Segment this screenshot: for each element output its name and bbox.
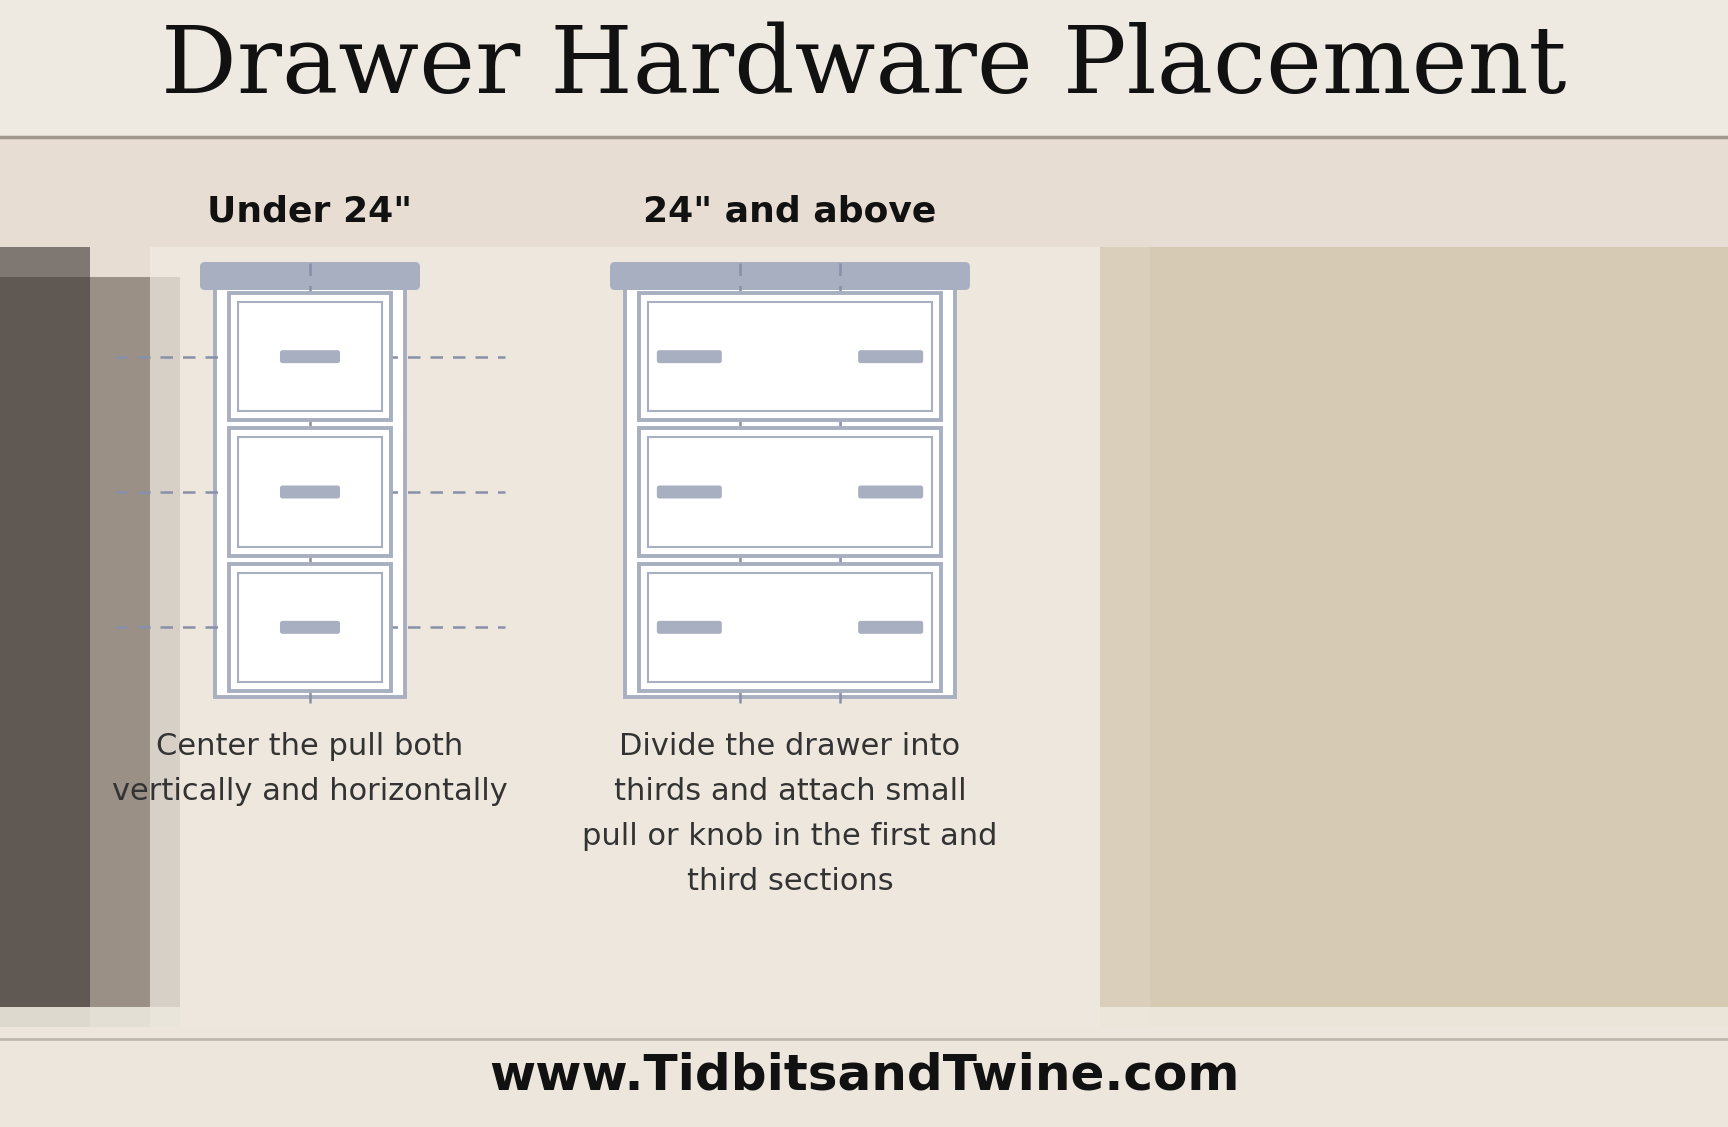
Bar — [150, 247, 1151, 1027]
Bar — [0, 1008, 1728, 1127]
FancyBboxPatch shape — [859, 486, 923, 498]
Bar — [648, 573, 931, 682]
Text: www.TidbitsandTwine.com: www.TidbitsandTwine.com — [489, 1051, 1239, 1099]
Bar — [238, 573, 382, 682]
FancyBboxPatch shape — [859, 350, 923, 363]
Bar — [639, 293, 942, 420]
FancyBboxPatch shape — [657, 621, 722, 633]
Text: 24" and above: 24" and above — [643, 195, 937, 229]
FancyBboxPatch shape — [200, 261, 420, 290]
Bar — [230, 564, 391, 691]
Bar — [0, 247, 90, 1027]
Text: Drawer Hardware Placement: Drawer Hardware Placement — [161, 23, 1567, 112]
Bar — [238, 302, 382, 411]
Text: Under 24": Under 24" — [207, 195, 413, 229]
FancyBboxPatch shape — [0, 277, 180, 1027]
FancyBboxPatch shape — [859, 621, 923, 633]
Bar — [626, 287, 956, 696]
Bar — [0, 0, 1728, 137]
Bar — [648, 437, 931, 547]
Bar — [648, 302, 931, 411]
FancyBboxPatch shape — [280, 350, 340, 363]
Bar — [639, 564, 942, 691]
FancyBboxPatch shape — [280, 486, 340, 498]
Bar — [238, 437, 382, 547]
FancyBboxPatch shape — [657, 350, 722, 363]
Bar — [214, 287, 404, 696]
Bar — [230, 293, 391, 420]
FancyBboxPatch shape — [280, 621, 340, 633]
Bar — [1101, 247, 1728, 1027]
Bar — [639, 428, 942, 556]
Bar — [230, 428, 391, 556]
Text: Center the pull both
vertically and horizontally: Center the pull both vertically and hori… — [112, 733, 508, 806]
FancyBboxPatch shape — [610, 261, 969, 290]
Text: Divide the drawer into
thirds and attach small
pull or knob in the first and
thi: Divide the drawer into thirds and attach… — [582, 733, 997, 896]
FancyBboxPatch shape — [657, 486, 722, 498]
